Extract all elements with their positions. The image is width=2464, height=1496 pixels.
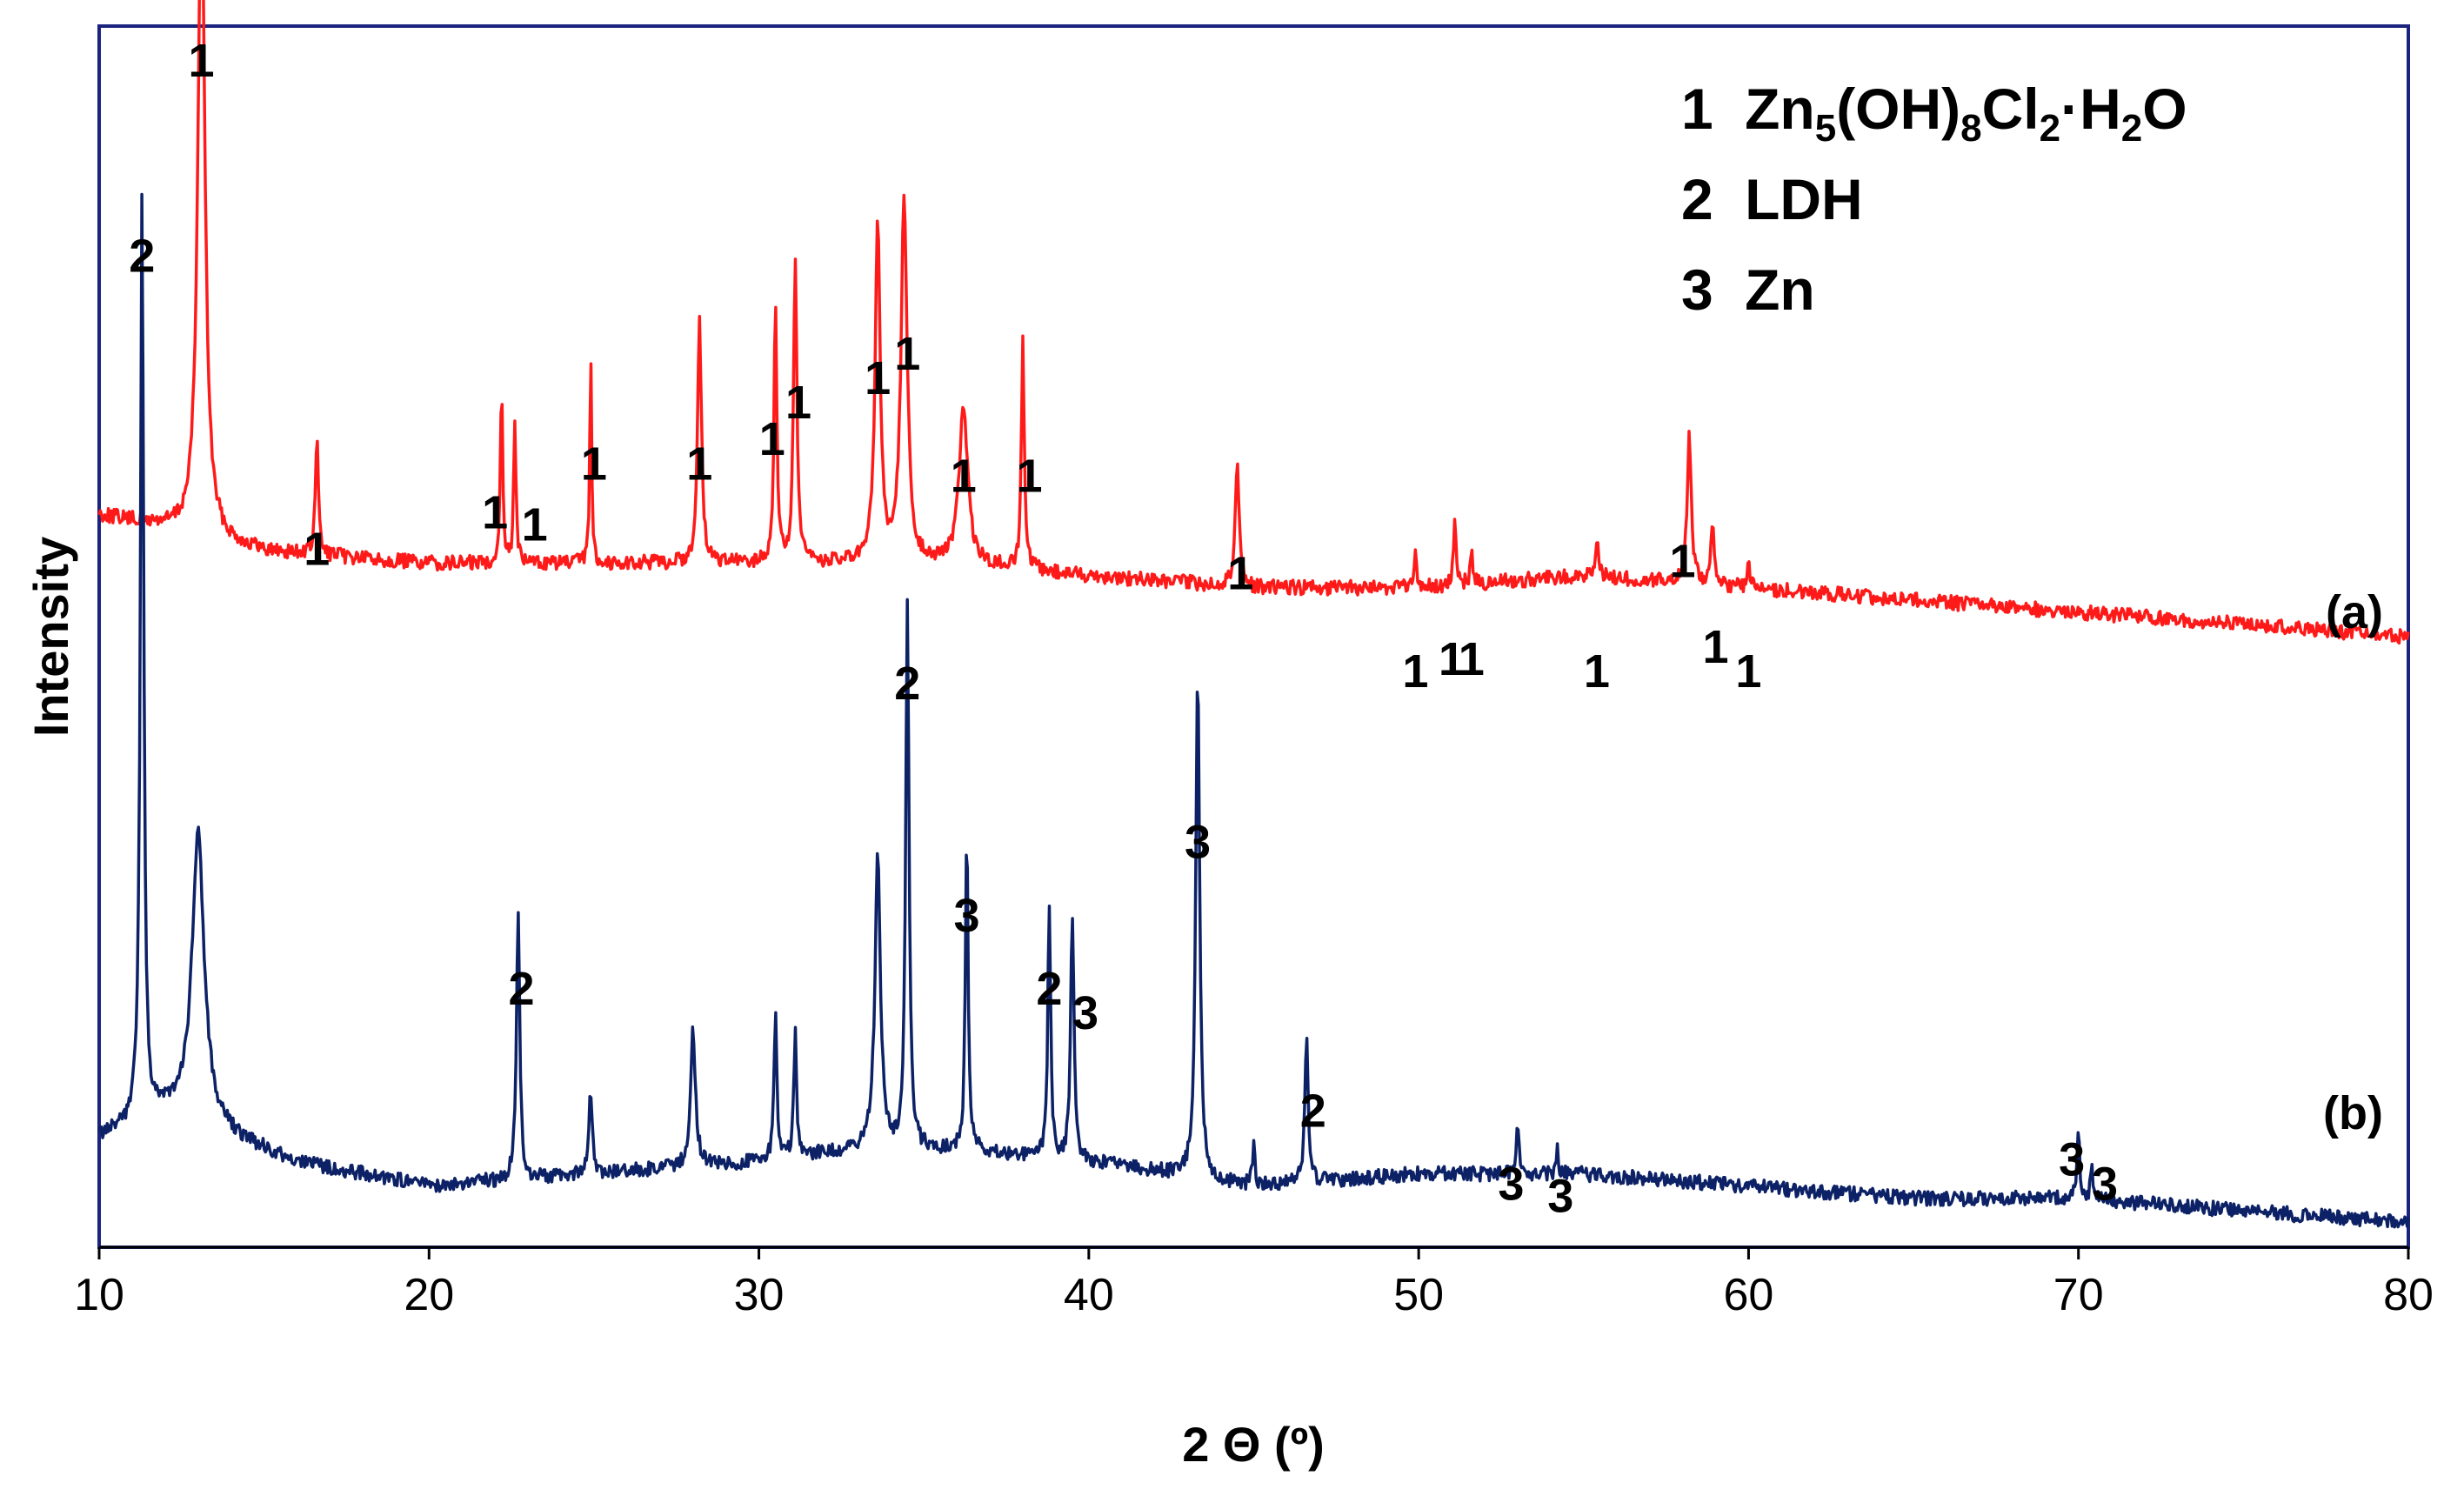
series-line-b <box>97 192 2410 1229</box>
x-tick-label-80: 80 <box>2383 1270 2434 1320</box>
legend-1-sub2: 8 <box>1960 107 1981 150</box>
peak-label: 1 <box>865 352 891 404</box>
series-label-b: (b) <box>2323 1087 2383 1139</box>
peak-label: 2 <box>129 230 155 283</box>
x-tick-label-10: 10 <box>74 1270 124 1320</box>
peak-label: 1 <box>1584 645 1610 698</box>
legend-1-oh: (OH) <box>1836 77 1960 141</box>
series-line-a <box>97 0 2410 645</box>
peak-label: 3 <box>2059 1134 2085 1186</box>
legend-1-sub3: 2 <box>2040 107 2060 150</box>
peak-label: 3 <box>2092 1159 2118 1211</box>
peak-label: 3 <box>1185 817 1211 869</box>
peak-label: 1 <box>1402 645 1428 698</box>
peak-label: 1 <box>1017 450 1043 502</box>
legend-1-zn: Zn <box>1745 77 1815 141</box>
plot-frame <box>97 24 2410 1249</box>
series-label-a: (a) <box>2326 586 2383 638</box>
legend-3-text: Zn <box>1745 257 1815 322</box>
peak-label: 3 <box>1072 987 1098 1039</box>
peak-label: 2 <box>1036 963 1062 1015</box>
x-axis-label: 2 Θ (º) <box>1182 1417 1325 1472</box>
peak-label: 1 <box>785 377 811 429</box>
legend-2-num: 2 <box>1681 167 1713 231</box>
legend-1-cl: Cl <box>1982 77 2040 141</box>
peak-label: 1 <box>1459 633 1485 685</box>
peak-label: 2 <box>508 963 534 1015</box>
y-axis-label: Intensity <box>23 537 78 737</box>
x-tick-label-20: 20 <box>404 1270 454 1320</box>
peak-label: 1 <box>482 486 508 538</box>
legend-3-num: 3 <box>1681 257 1713 322</box>
peak-label: 3 <box>953 890 979 942</box>
x-tick-label-30: 30 <box>734 1270 785 1320</box>
peak-label: 1 <box>759 413 785 465</box>
peak-label: 2 <box>1300 1085 1326 1137</box>
peak-label: 1 <box>1702 621 1728 673</box>
peak-label: 1 <box>951 450 977 502</box>
legend-entry-1: 1 Zn5(OH)8Cl2·H2O <box>1681 77 2187 150</box>
legend-1-num: 1 <box>1681 77 1713 141</box>
legend-1-h: ·H <box>2060 77 2121 141</box>
peak-label: 1 <box>304 524 330 576</box>
peak-label: 3 <box>1547 1171 1573 1223</box>
legend-2-text: LDH <box>1745 167 1863 231</box>
peak-label: 1 <box>686 437 712 490</box>
x-ticks: 10 20 30 40 50 60 70 80 <box>74 1247 2434 1320</box>
legend-entry-3: 3 Zn <box>1681 257 1815 322</box>
peak-label: 1 <box>1735 645 1761 698</box>
peak-label: 1 <box>1439 633 1465 685</box>
legend-1-sub4: 2 <box>2121 107 2142 150</box>
peak-label: 1 <box>522 499 548 551</box>
peak-label: 1 <box>581 437 607 490</box>
x-tick-label-70: 70 <box>2053 1270 2104 1320</box>
legend: 1 Zn5(OH)8Cl2·H2O 2 LDH 3 Zn <box>1681 77 2187 322</box>
peak-label: 1 <box>189 35 215 87</box>
legend-1-sub1: 5 <box>1815 107 1836 150</box>
legend-1-o: O <box>2142 77 2187 141</box>
peak-label: 3 <box>1498 1159 1524 1211</box>
peak-label: 1 <box>1670 536 1696 588</box>
x-tick-label-60: 60 <box>1724 1270 1774 1320</box>
peak-label: 2 <box>894 658 920 710</box>
x-tick-label-50: 50 <box>1393 1270 1444 1320</box>
x-tick-label-40: 40 <box>1064 1270 1114 1320</box>
legend-entry-2: 2 LDH <box>1681 167 1863 231</box>
peak-label: 1 <box>894 328 920 380</box>
peak-label: 1 <box>1227 548 1253 600</box>
series-group <box>97 0 2410 1229</box>
